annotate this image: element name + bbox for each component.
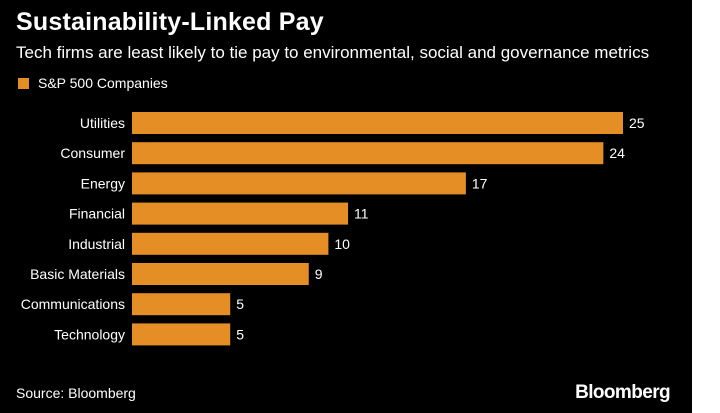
category-label: Utilities [80,115,125,131]
value-label: 5 [236,296,244,312]
chart-frame: Sustainability-Linked Pay Tech firms are… [0,0,692,413]
value-label: 10 [334,236,350,252]
value-label: 25 [629,115,645,131]
chart-subtitle: Tech firms are least likely to tie pay t… [16,43,650,62]
source-note: Source: Bloomberg [16,385,136,401]
value-label: 17 [472,175,488,191]
value-label: 24 [609,145,625,161]
value-label: 5 [236,326,244,342]
bloomberg-logo: Bloomberg [575,382,670,403]
legend-swatch [18,77,29,89]
category-label: Basic Materials [30,266,125,282]
category-label: Technology [54,326,125,342]
category-label: Energy [81,175,125,191]
value-label: 11 [354,206,369,222]
bar-financial [132,202,349,225]
bar-energy [132,172,466,195]
bar-industrial [132,232,329,255]
value-label: 9 [315,266,323,282]
category-label: Industrial [68,236,125,252]
bar-consumer [132,142,604,165]
legend: S&P 500 Companies [18,75,168,91]
bar-communications [132,293,231,316]
category-label: Consumer [60,145,125,161]
legend-label: S&P 500 Companies [38,75,168,91]
chart-title: Sustainability-Linked Pay [16,8,324,36]
bar-technology [132,323,231,346]
bar-chart: Utilities 25 Consumer 24 Energy 17 Financial 11… [21,112,645,346]
bar-basic-materials [132,263,309,285]
category-label: Financial [69,206,125,222]
bar-utilities [132,112,623,134]
category-label: Communications [21,296,125,312]
